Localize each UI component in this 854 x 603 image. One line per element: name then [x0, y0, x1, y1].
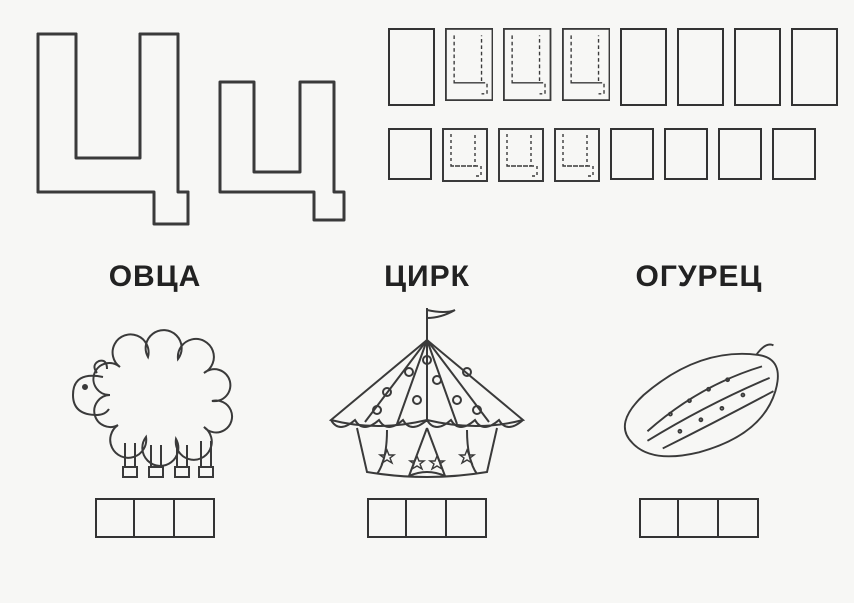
practice-cell — [388, 28, 435, 106]
sound-box — [95, 498, 135, 538]
picture-sheep — [45, 300, 265, 490]
top-row — [28, 24, 830, 234]
sound-box — [639, 498, 679, 538]
worksheet-page: ОВЦА — [0, 0, 854, 603]
practice-grid — [388, 28, 838, 202]
practice-row-small — [388, 128, 838, 182]
letter-models — [28, 24, 368, 234]
sound-box — [679, 498, 719, 538]
words-row: ОВЦА — [30, 260, 824, 538]
sound-box — [407, 498, 447, 538]
practice-guide-cell — [445, 28, 493, 108]
sound-boxes — [95, 498, 215, 538]
practice-guide-cell — [442, 128, 488, 182]
practice-cell — [677, 28, 724, 106]
picture-cucumber — [589, 300, 809, 490]
sound-box — [447, 498, 487, 538]
sound-box — [175, 498, 215, 538]
practice-guide-cell — [498, 128, 544, 182]
word-label: ЦИРК — [384, 260, 470, 294]
sound-boxes — [367, 498, 487, 538]
practice-cell — [734, 28, 781, 106]
sound-box — [135, 498, 175, 538]
practice-cell — [772, 128, 816, 180]
word-col-sheep: ОВЦА — [30, 260, 280, 538]
practice-cell — [791, 28, 838, 106]
practice-cell — [664, 128, 708, 180]
sound-boxes — [639, 498, 759, 538]
practice-cell — [620, 28, 667, 106]
sound-box — [719, 498, 759, 538]
word-col-cucumber: ОГУРЕЦ — [574, 260, 824, 538]
practice-row-large — [388, 28, 838, 108]
practice-guide-cell — [503, 28, 551, 108]
practice-guide-cell — [554, 128, 600, 182]
practice-cell — [388, 128, 432, 180]
practice-cell — [718, 128, 762, 180]
picture-circus — [317, 300, 537, 490]
practice-cell — [610, 128, 654, 180]
word-label: ОВЦА — [109, 260, 202, 294]
word-label: ОГУРЕЦ — [636, 260, 763, 294]
word-col-circus: ЦИРК — [302, 260, 552, 538]
practice-guide-cell — [562, 28, 610, 108]
sound-box — [367, 498, 407, 538]
